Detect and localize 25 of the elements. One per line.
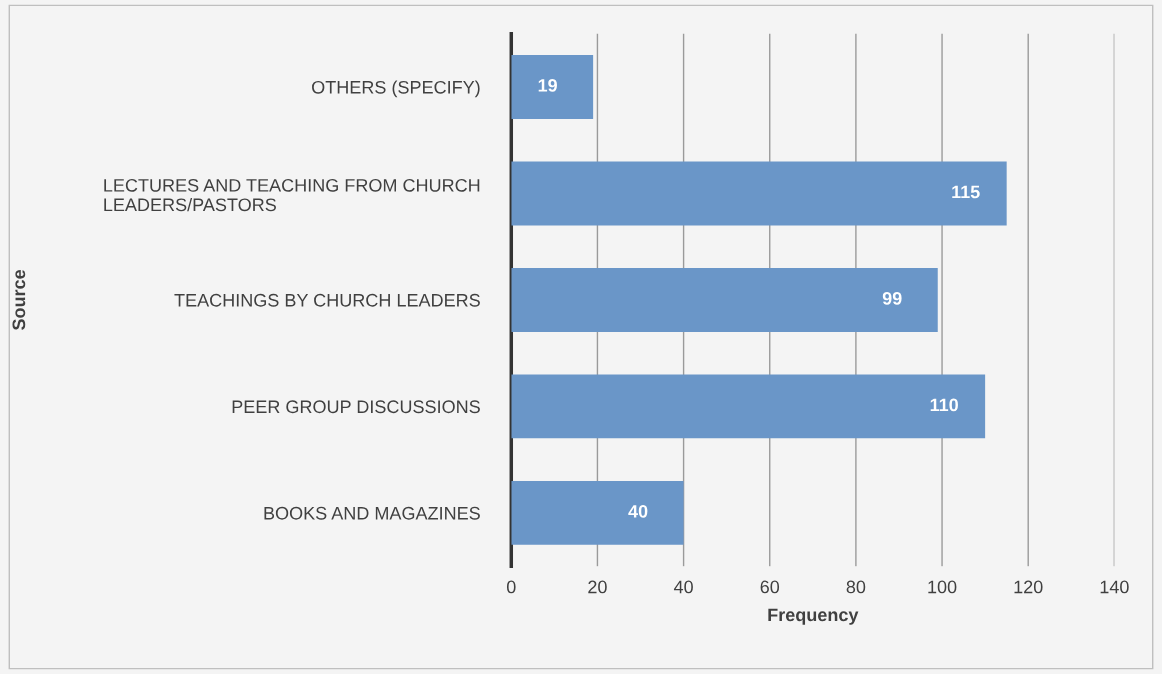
x-tick-label: 120 <box>1014 580 1043 594</box>
x-tick-label: 80 <box>846 580 866 594</box>
bar <box>511 267 938 332</box>
y-axis-title: Source <box>12 269 26 331</box>
data-label: 19 <box>538 79 557 92</box>
y-tick-label: BOOKS AND MAGAZINES <box>264 506 480 520</box>
x-axis-title: Frequency <box>768 608 859 625</box>
x-tick-label: 0 <box>506 580 516 594</box>
bar <box>511 55 594 119</box>
x-tick-label: 60 <box>760 580 780 594</box>
x-tick-label: 20 <box>588 580 607 594</box>
data-label: 110 <box>930 398 958 412</box>
bar <box>511 374 986 439</box>
x-tick-label: 140 <box>1100 580 1129 594</box>
data-label: 99 <box>882 291 902 305</box>
x-tick-label: 100 <box>928 580 957 594</box>
y-tick-label: TEACHINGS BY CHURCH LEADERS <box>174 293 480 307</box>
bar <box>511 480 684 545</box>
y-tick-label: OTHERS (SPECIFY) <box>312 80 480 98</box>
y-tick-label: LECTURES AND TEACHING FROM CHURCH LEADERS/PASTORS <box>104 178 480 212</box>
y-tick-label: PEER GROUP DISCUSSIONS <box>232 400 480 414</box>
data-label: 115 <box>952 185 980 199</box>
bar <box>511 161 1007 226</box>
data-label: 40 <box>628 504 648 518</box>
x-tick-label: 40 <box>673 580 693 594</box>
